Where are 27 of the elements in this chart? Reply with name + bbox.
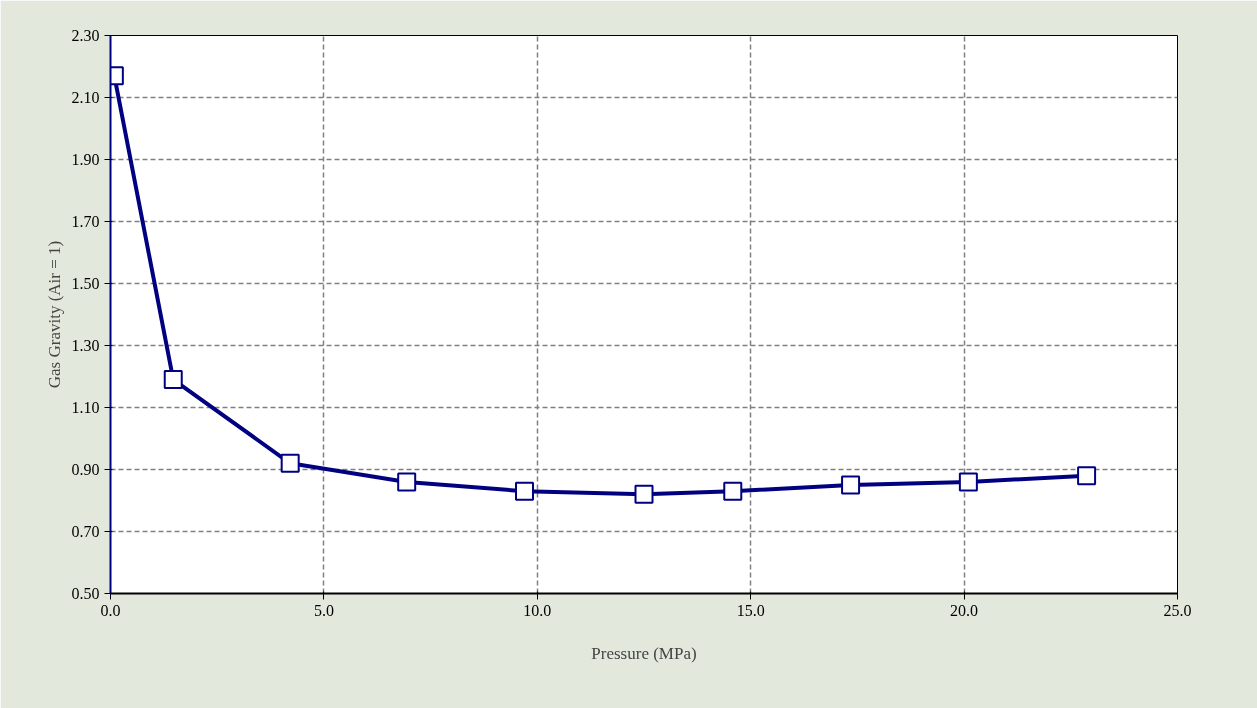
y-tick-label: 0.50 bbox=[71, 585, 100, 602]
x-axis-title: Pressure (MPa) bbox=[591, 643, 697, 663]
x-tick-label: 10.0 bbox=[523, 601, 552, 619]
point bbox=[723, 481, 743, 501]
y-tick-label: 1.70 bbox=[71, 213, 100, 230]
y-tick-label: 1.50 bbox=[71, 275, 100, 292]
point bbox=[280, 453, 300, 473]
x-tick-label: 25.0 bbox=[1163, 601, 1192, 619]
y-tick-label: 1.30 bbox=[71, 337, 100, 354]
x-tick-label: 15.0 bbox=[736, 601, 765, 619]
x-tick-label: 0.0 bbox=[100, 601, 121, 619]
point bbox=[397, 472, 417, 492]
point bbox=[1077, 466, 1097, 486]
point bbox=[958, 472, 978, 492]
point bbox=[841, 475, 861, 495]
y-tick-label: 1.90 bbox=[71, 151, 100, 168]
point bbox=[634, 484, 654, 504]
x-tick-label: 5.0 bbox=[313, 601, 334, 619]
x-tick-label: 20.0 bbox=[950, 601, 979, 619]
point bbox=[163, 370, 183, 390]
y-tick-label: 0.70 bbox=[71, 523, 100, 540]
point bbox=[515, 481, 534, 501]
y-tick-label: 2.10 bbox=[71, 89, 100, 106]
y-tick-label: 0.90 bbox=[71, 461, 100, 478]
y-axis-title: Gas Gravity (Air = 1) bbox=[44, 240, 64, 389]
y-tick-label: 1.10 bbox=[71, 399, 100, 416]
y-tick-label: 2.30 bbox=[71, 27, 100, 44]
